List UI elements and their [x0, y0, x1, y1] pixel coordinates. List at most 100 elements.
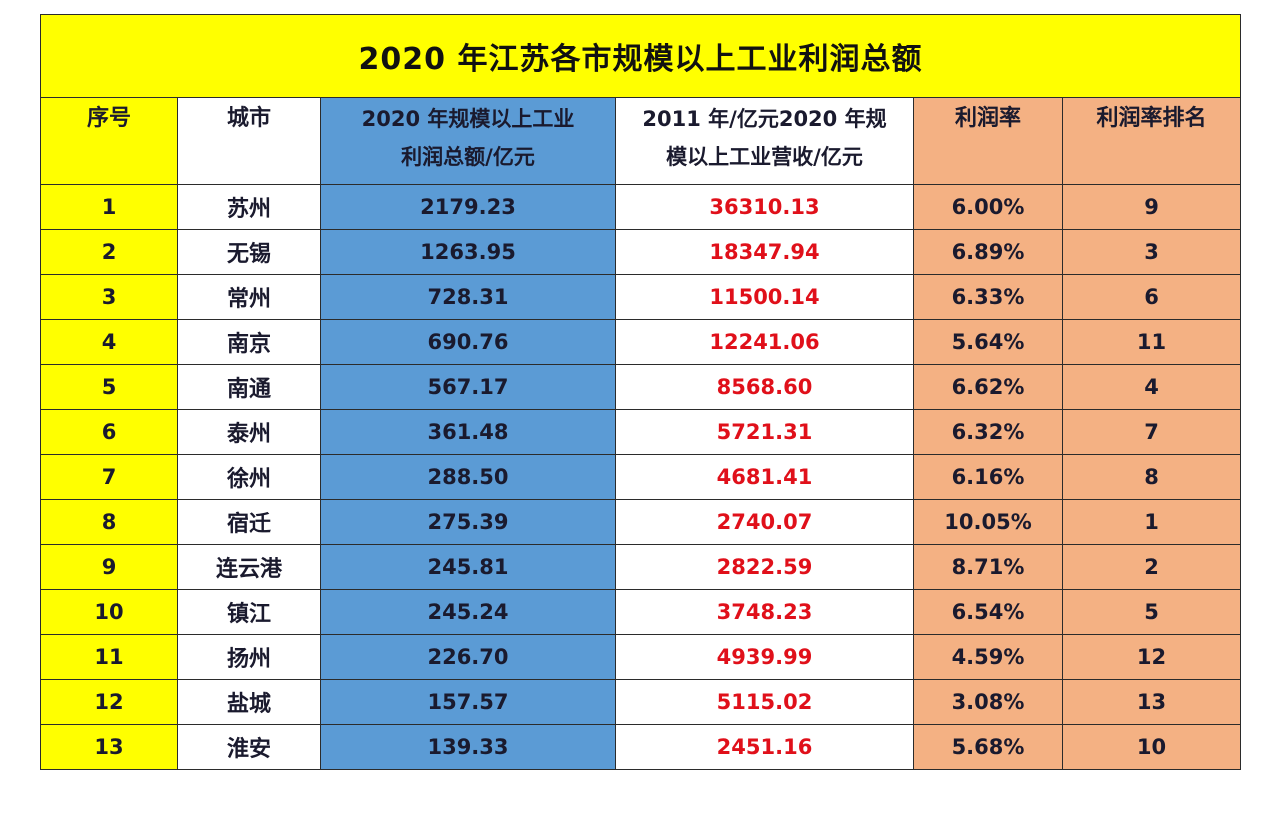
cell-revenue: 2451.16 — [615, 724, 914, 770]
table-row: 12 盐城 157.57 5115.02 3.08% 13 — [40, 679, 1242, 725]
cell-rate: 5.64% — [913, 319, 1063, 365]
cell-city: 南通 — [177, 364, 321, 410]
cell-rate: 6.00% — [913, 184, 1063, 230]
cell-rank: 4 — [1061, 364, 1242, 410]
cell-no: 12 — [40, 679, 178, 725]
cell-city: 徐州 — [177, 454, 321, 500]
cell-revenue: 5721.31 — [615, 409, 914, 455]
cell-rank: 8 — [1061, 454, 1242, 500]
cell-no: 4 — [40, 319, 178, 365]
cell-revenue: 11500.14 — [615, 274, 914, 320]
cell-revenue: 5115.02 — [615, 679, 914, 725]
cell-profit: 275.39 — [320, 499, 616, 545]
cell-city: 连云港 — [177, 544, 321, 590]
cell-rate: 10.05% — [913, 499, 1063, 545]
cell-no: 2 — [40, 229, 178, 275]
cell-profit: 567.17 — [320, 364, 616, 410]
cell-rank: 7 — [1061, 409, 1242, 455]
cell-city: 苏州 — [177, 184, 321, 230]
cell-rate: 6.16% — [913, 454, 1063, 500]
cell-city: 宿迁 — [177, 499, 321, 545]
cell-profit: 288.50 — [320, 454, 616, 500]
header-profit: 2020 年规模以上工业 利润总额/亿元 — [320, 97, 616, 185]
cell-profit: 139.33 — [320, 724, 616, 770]
table-row: 9 连云港 245.81 2822.59 8.71% 2 — [40, 544, 1242, 590]
table-container: 2020 年江苏各市规模以上工业利润总额 序号 城市 2020 年规模以上工业 … — [39, 14, 1242, 770]
cell-no: 1 — [40, 184, 178, 230]
cell-no: 7 — [40, 454, 178, 500]
cell-profit: 728.31 — [320, 274, 616, 320]
cell-rate: 6.89% — [913, 229, 1063, 275]
table-row: 7 徐州 288.50 4681.41 6.16% 8 — [40, 454, 1242, 500]
header-revenue-line2: 模以上工业营收/亿元 — [666, 145, 863, 169]
header-no: 序号 — [40, 97, 178, 185]
cell-revenue: 12241.06 — [615, 319, 914, 365]
cell-rank: 1 — [1061, 499, 1242, 545]
cell-rank: 10 — [1061, 724, 1242, 770]
cell-rank: 11 — [1061, 319, 1242, 365]
cell-profit: 361.48 — [320, 409, 616, 455]
cell-revenue: 2822.59 — [615, 544, 914, 590]
cell-rank: 2 — [1061, 544, 1242, 590]
table-row: 8 宿迁 275.39 2740.07 10.05% 1 — [40, 499, 1242, 545]
cell-rank: 3 — [1061, 229, 1242, 275]
cell-revenue: 4939.99 — [615, 634, 914, 680]
cell-rank: 13 — [1061, 679, 1242, 725]
cell-rate: 8.71% — [913, 544, 1063, 590]
header-rank: 利润率排名 — [1061, 97, 1242, 185]
header-revenue-line1: 2011 年/亿元2020 年规 — [642, 107, 887, 131]
cell-no: 11 — [40, 634, 178, 680]
table-row: 4 南京 690.76 12241.06 5.64% 11 — [40, 319, 1242, 365]
cell-rate: 3.08% — [913, 679, 1063, 725]
profit-table: 2020 年江苏各市规模以上工业利润总额 序号 城市 2020 年规模以上工业 … — [39, 14, 1242, 770]
table-row: 11 扬州 226.70 4939.99 4.59% 12 — [40, 634, 1242, 680]
cell-city: 镇江 — [177, 589, 321, 635]
cell-profit: 157.57 — [320, 679, 616, 725]
table-title: 2020 年江苏各市规模以上工业利润总额 — [39, 14, 1242, 98]
cell-profit: 245.24 — [320, 589, 616, 635]
cell-revenue: 4681.41 — [615, 454, 914, 500]
cell-profit: 245.81 — [320, 544, 616, 590]
table-row: 2 无锡 1263.95 18347.94 6.89% 3 — [40, 229, 1242, 275]
cell-rank: 12 — [1061, 634, 1242, 680]
cell-rate: 6.32% — [913, 409, 1063, 455]
cell-rate: 6.62% — [913, 364, 1063, 410]
cell-city: 无锡 — [177, 229, 321, 275]
cell-city: 南京 — [177, 319, 321, 365]
cell-rate: 5.68% — [913, 724, 1063, 770]
cell-no: 6 — [40, 409, 178, 455]
cell-rate: 6.54% — [913, 589, 1063, 635]
cell-city: 扬州 — [177, 634, 321, 680]
cell-no: 5 — [40, 364, 178, 410]
cell-revenue: 2740.07 — [615, 499, 914, 545]
cell-no: 10 — [40, 589, 178, 635]
header-profit-line2: 利润总额/亿元 — [401, 145, 535, 169]
cell-city: 泰州 — [177, 409, 321, 455]
cell-city: 常州 — [177, 274, 321, 320]
cell-profit: 226.70 — [320, 634, 616, 680]
table-row: 10 镇江 245.24 3748.23 6.54% 5 — [40, 589, 1242, 635]
cell-rank: 5 — [1061, 589, 1242, 635]
table-row: 6 泰州 361.48 5721.31 6.32% 7 — [40, 409, 1242, 455]
cell-rate: 6.33% — [913, 274, 1063, 320]
cell-no: 9 — [40, 544, 178, 590]
table-row: 13 淮安 139.33 2451.16 5.68% 10 — [40, 724, 1242, 770]
cell-no: 3 — [40, 274, 178, 320]
header-row: 序号 城市 2020 年规模以上工业 利润总额/亿元 2011 年/亿元2020… — [40, 97, 1242, 185]
cell-revenue: 3748.23 — [615, 589, 914, 635]
cell-city: 盐城 — [177, 679, 321, 725]
table-row: 3 常州 728.31 11500.14 6.33% 6 — [40, 274, 1242, 320]
header-revenue: 2011 年/亿元2020 年规 模以上工业营收/亿元 — [615, 97, 914, 185]
cell-rate: 4.59% — [913, 634, 1063, 680]
cell-revenue: 8568.60 — [615, 364, 914, 410]
cell-profit: 2179.23 — [320, 184, 616, 230]
cell-rank: 6 — [1061, 274, 1242, 320]
cell-city: 淮安 — [177, 724, 321, 770]
header-city: 城市 — [177, 97, 321, 185]
header-profit-line1: 2020 年规模以上工业 — [361, 107, 575, 131]
cell-no: 8 — [40, 499, 178, 545]
cell-revenue: 36310.13 — [615, 184, 914, 230]
cell-rank: 9 — [1061, 184, 1242, 230]
cell-no: 13 — [40, 724, 178, 770]
cell-profit: 1263.95 — [320, 229, 616, 275]
